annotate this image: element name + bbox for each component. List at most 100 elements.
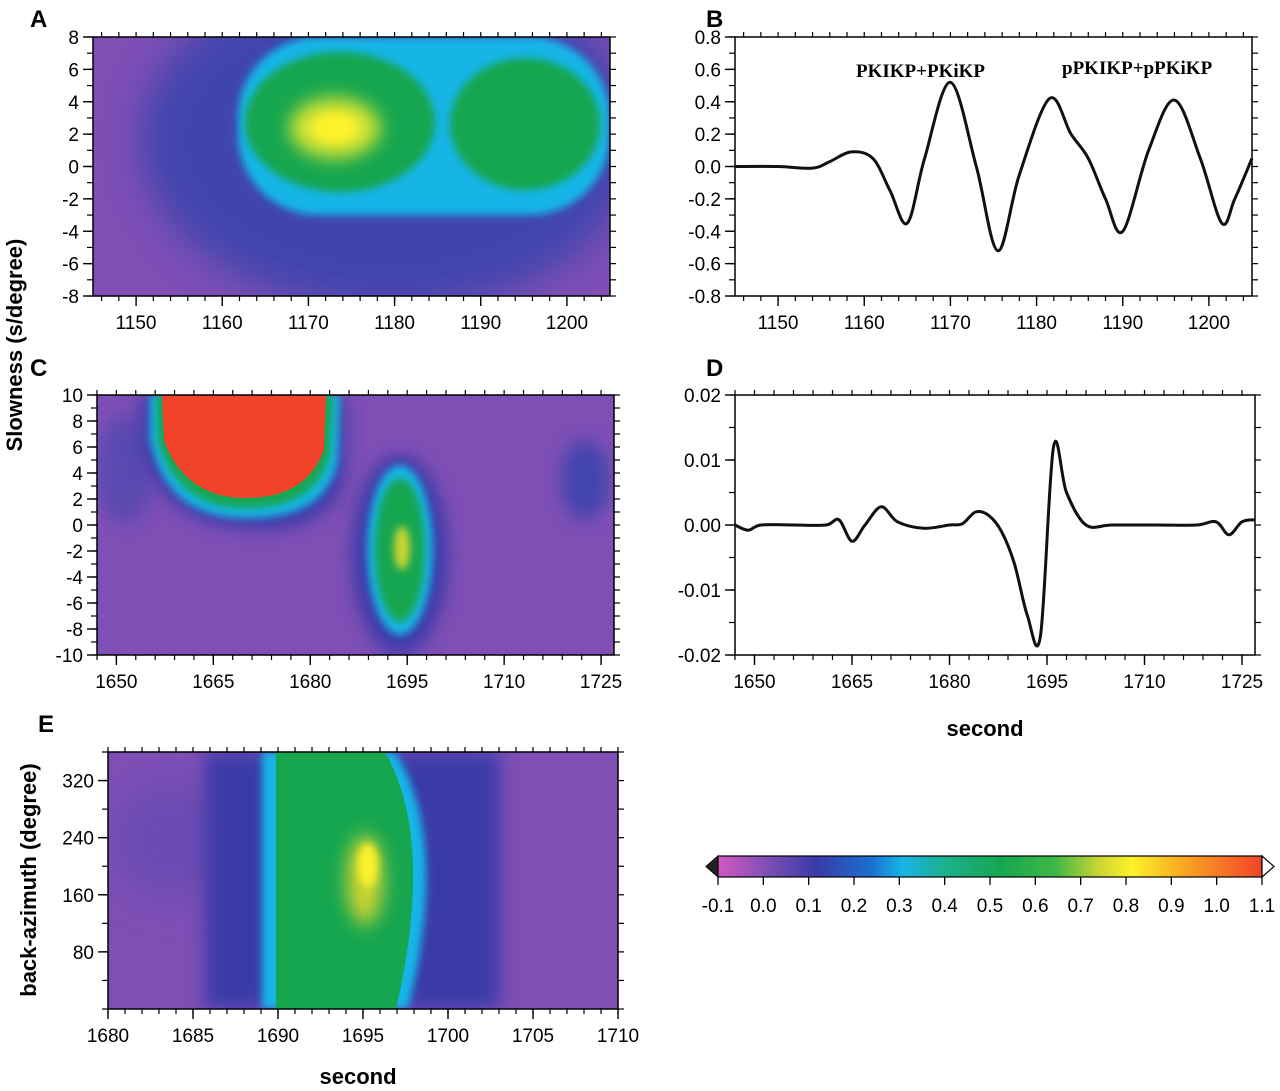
d-y-tick-label: 0.01 [684,451,721,472]
panel-b-ticks [725,32,1258,306]
e-y-tick-label: 160 [62,886,94,907]
a-x-tick-label: 1190 [460,313,501,334]
colorbar-tick-label: 0.1 [795,896,821,917]
panel-label-C: C [30,355,47,382]
colorbar-tick-label: 0.5 [977,896,1003,917]
b-y-tick-label: 0.0 [695,158,721,179]
a-y-tick-label: -8 [62,287,79,308]
panel-d-tick-labels: 1650 1665 1680 1695 1710 1725 0.02 0.01 0.00 -0.0… [678,386,1263,693]
b-y-tick-label: -0.2 [688,190,721,211]
b-x-tick-label: 1200 [1188,313,1230,334]
colorbar-tick-label: 0.8 [1113,896,1139,917]
e-x-tick-label: 1700 [427,1026,469,1047]
a-x-tick-label: 1160 [202,313,243,334]
panel-e-ylabel: back-azimuth (degree) [16,763,41,997]
c-y-tick-label: 4 [72,464,83,485]
c-y-tick-label: 6 [72,438,83,459]
a-y-tick-label: -2 [62,190,79,211]
colorbar-tick-labels: -0.1 0.0 0.1 0.2 0.3 0.4 0.5 0.6 0.7 0.8 0.9 1.0 1.1 [702,896,1276,917]
e-x-tick-label: 1690 [257,1026,299,1047]
panel-d-ticks [725,390,1261,665]
colorbar-low-arrow [705,854,719,879]
annotation-pkikp: PKIKP+PKiKP [856,61,985,82]
panel-d: 1650 1665 1680 1695 1710 1725 0.02 0.01 0.00 -0.0… [678,386,1263,741]
panel-label-D: D [706,355,723,382]
colorbar-tick-label: 0.2 [841,896,867,917]
e-x-tick-label: 1695 [342,1026,384,1047]
c-y-tick-label: -4 [66,568,83,589]
e-x-tick-label: 1680 [87,1026,129,1047]
b-y-tick-label: 0.2 [695,125,721,146]
colorbar-tick-label: 0.6 [1022,896,1048,917]
d-y-tick-label: -0.01 [678,581,721,602]
colorbar: -0.1 0.0 0.1 0.2 0.3 0.4 0.5 0.6 0.7 0.8 0.9 1.0 1.1 [702,854,1276,917]
c-y-tick-label: 0 [72,516,83,537]
colorbar-tick-label: 0.9 [1158,896,1184,917]
c-y-tick-label: -6 [66,594,83,615]
panel-e-heatmap [108,752,618,1009]
b-y-tick-label: -0.8 [688,287,721,308]
a-y-tick-label: 8 [68,28,79,49]
e-y-tick-label: 320 [62,772,94,793]
panel-d-waveform-line [734,439,1256,648]
b-y-tick-label: -0.6 [688,255,721,276]
b-y-tick-label: 0.6 [695,60,721,81]
e-y-tick-label: 240 [62,829,94,850]
slowness-ylabel: Slowness (s/degree) [2,239,27,452]
e-x-tick-label: 1705 [512,1026,554,1047]
a-y-tick-label: -6 [62,255,79,276]
e-x-tick-label: 1685 [172,1026,214,1047]
panel-b-waveform-line [734,80,1254,253]
panel-a-tick-labels: 1150 1160 1170 1180 1190 1200 8 6 4 2 0 -2 -4 -6 -8 [62,28,588,334]
panel-a-heatmap [93,37,610,296]
d-x-tick-label: 1665 [831,672,873,693]
b-y-tick-label: 0.8 [695,28,721,49]
panel-b-tick-labels: 1150 1160 1170 1180 1190 1200 0.8 0.6 0.4 0.2 0.0 -… [688,28,1230,334]
panel-label-A: A [30,6,47,33]
panel-e-ticks [98,747,624,1019]
d-y-tick-label: 0.02 [684,386,721,407]
a-x-tick-label: 1150 [116,313,157,334]
c-y-tick-label: -2 [66,542,83,563]
panel-a: 1150 1160 1170 1180 1190 1200 8 6 4 2 0 -2 -4 -6 -8 [62,28,616,334]
colorbar-tick-label: 0.4 [931,896,958,917]
panel-c: 1650 1665 1680 1695 1710 1725 10 8 6 4 2 0 -2 -4 -6 -8 -… [56,386,623,693]
b-x-tick-label: 1160 [844,313,885,334]
b-y-tick-label: -0.4 [688,222,721,243]
c-x-tick-label: 1725 [580,672,622,693]
colorbar-tick-label: 1.1 [1249,896,1275,917]
a-y-tick-label: 0 [68,158,79,179]
d-x-tick-label: 1710 [1123,672,1165,693]
d-x-tick-label: 1650 [733,672,775,693]
c-x-tick-label: 1665 [192,672,234,693]
panel-d-xlabel: second [946,716,1023,741]
d-y-tick-label: 0.00 [684,516,721,537]
colorbar-tick-label: 0.0 [750,896,776,917]
e-y-tick-label: 80 [73,943,94,964]
colorbar-tick-label: -0.1 [702,896,735,917]
panel-label-B: B [706,6,723,33]
panel-c-heatmap [97,395,614,655]
c-x-tick-label: 1650 [95,672,137,693]
annotation-ppkikp: pPKIKP+pPKiKP [1062,58,1213,79]
a-x-tick-label: 1200 [546,313,588,334]
colorbar-ticks [717,877,1263,885]
d-x-tick-label: 1725 [1221,672,1263,693]
c-x-tick-label: 1680 [289,672,331,693]
colorbar-tick-label: 0.7 [1067,896,1093,917]
panel-c-tick-labels: 1650 1665 1680 1695 1710 1725 10 8 6 4 2 0 -2 -4 -6 -8 -… [56,386,623,693]
panel-b: 1150 1160 1170 1180 1190 1200 0.8 0.6 0.4 0.2 0.0 -… [688,28,1258,334]
a-y-tick-label: -4 [62,222,79,243]
b-y-tick-label: 0.4 [695,93,722,114]
d-y-tick-label: -0.02 [678,646,721,667]
panel-a-ticks [83,32,616,306]
c-y-tick-label: -8 [66,620,83,641]
c-y-tick-label: 2 [72,490,83,511]
colorbar-gradient [717,855,1263,878]
b-x-tick-label: 1150 [758,313,799,334]
a-x-tick-label: 1170 [288,313,329,334]
a-x-tick-label: 1180 [374,313,415,334]
a-y-tick-label: 4 [68,93,79,114]
a-y-tick-label: 6 [68,60,79,81]
